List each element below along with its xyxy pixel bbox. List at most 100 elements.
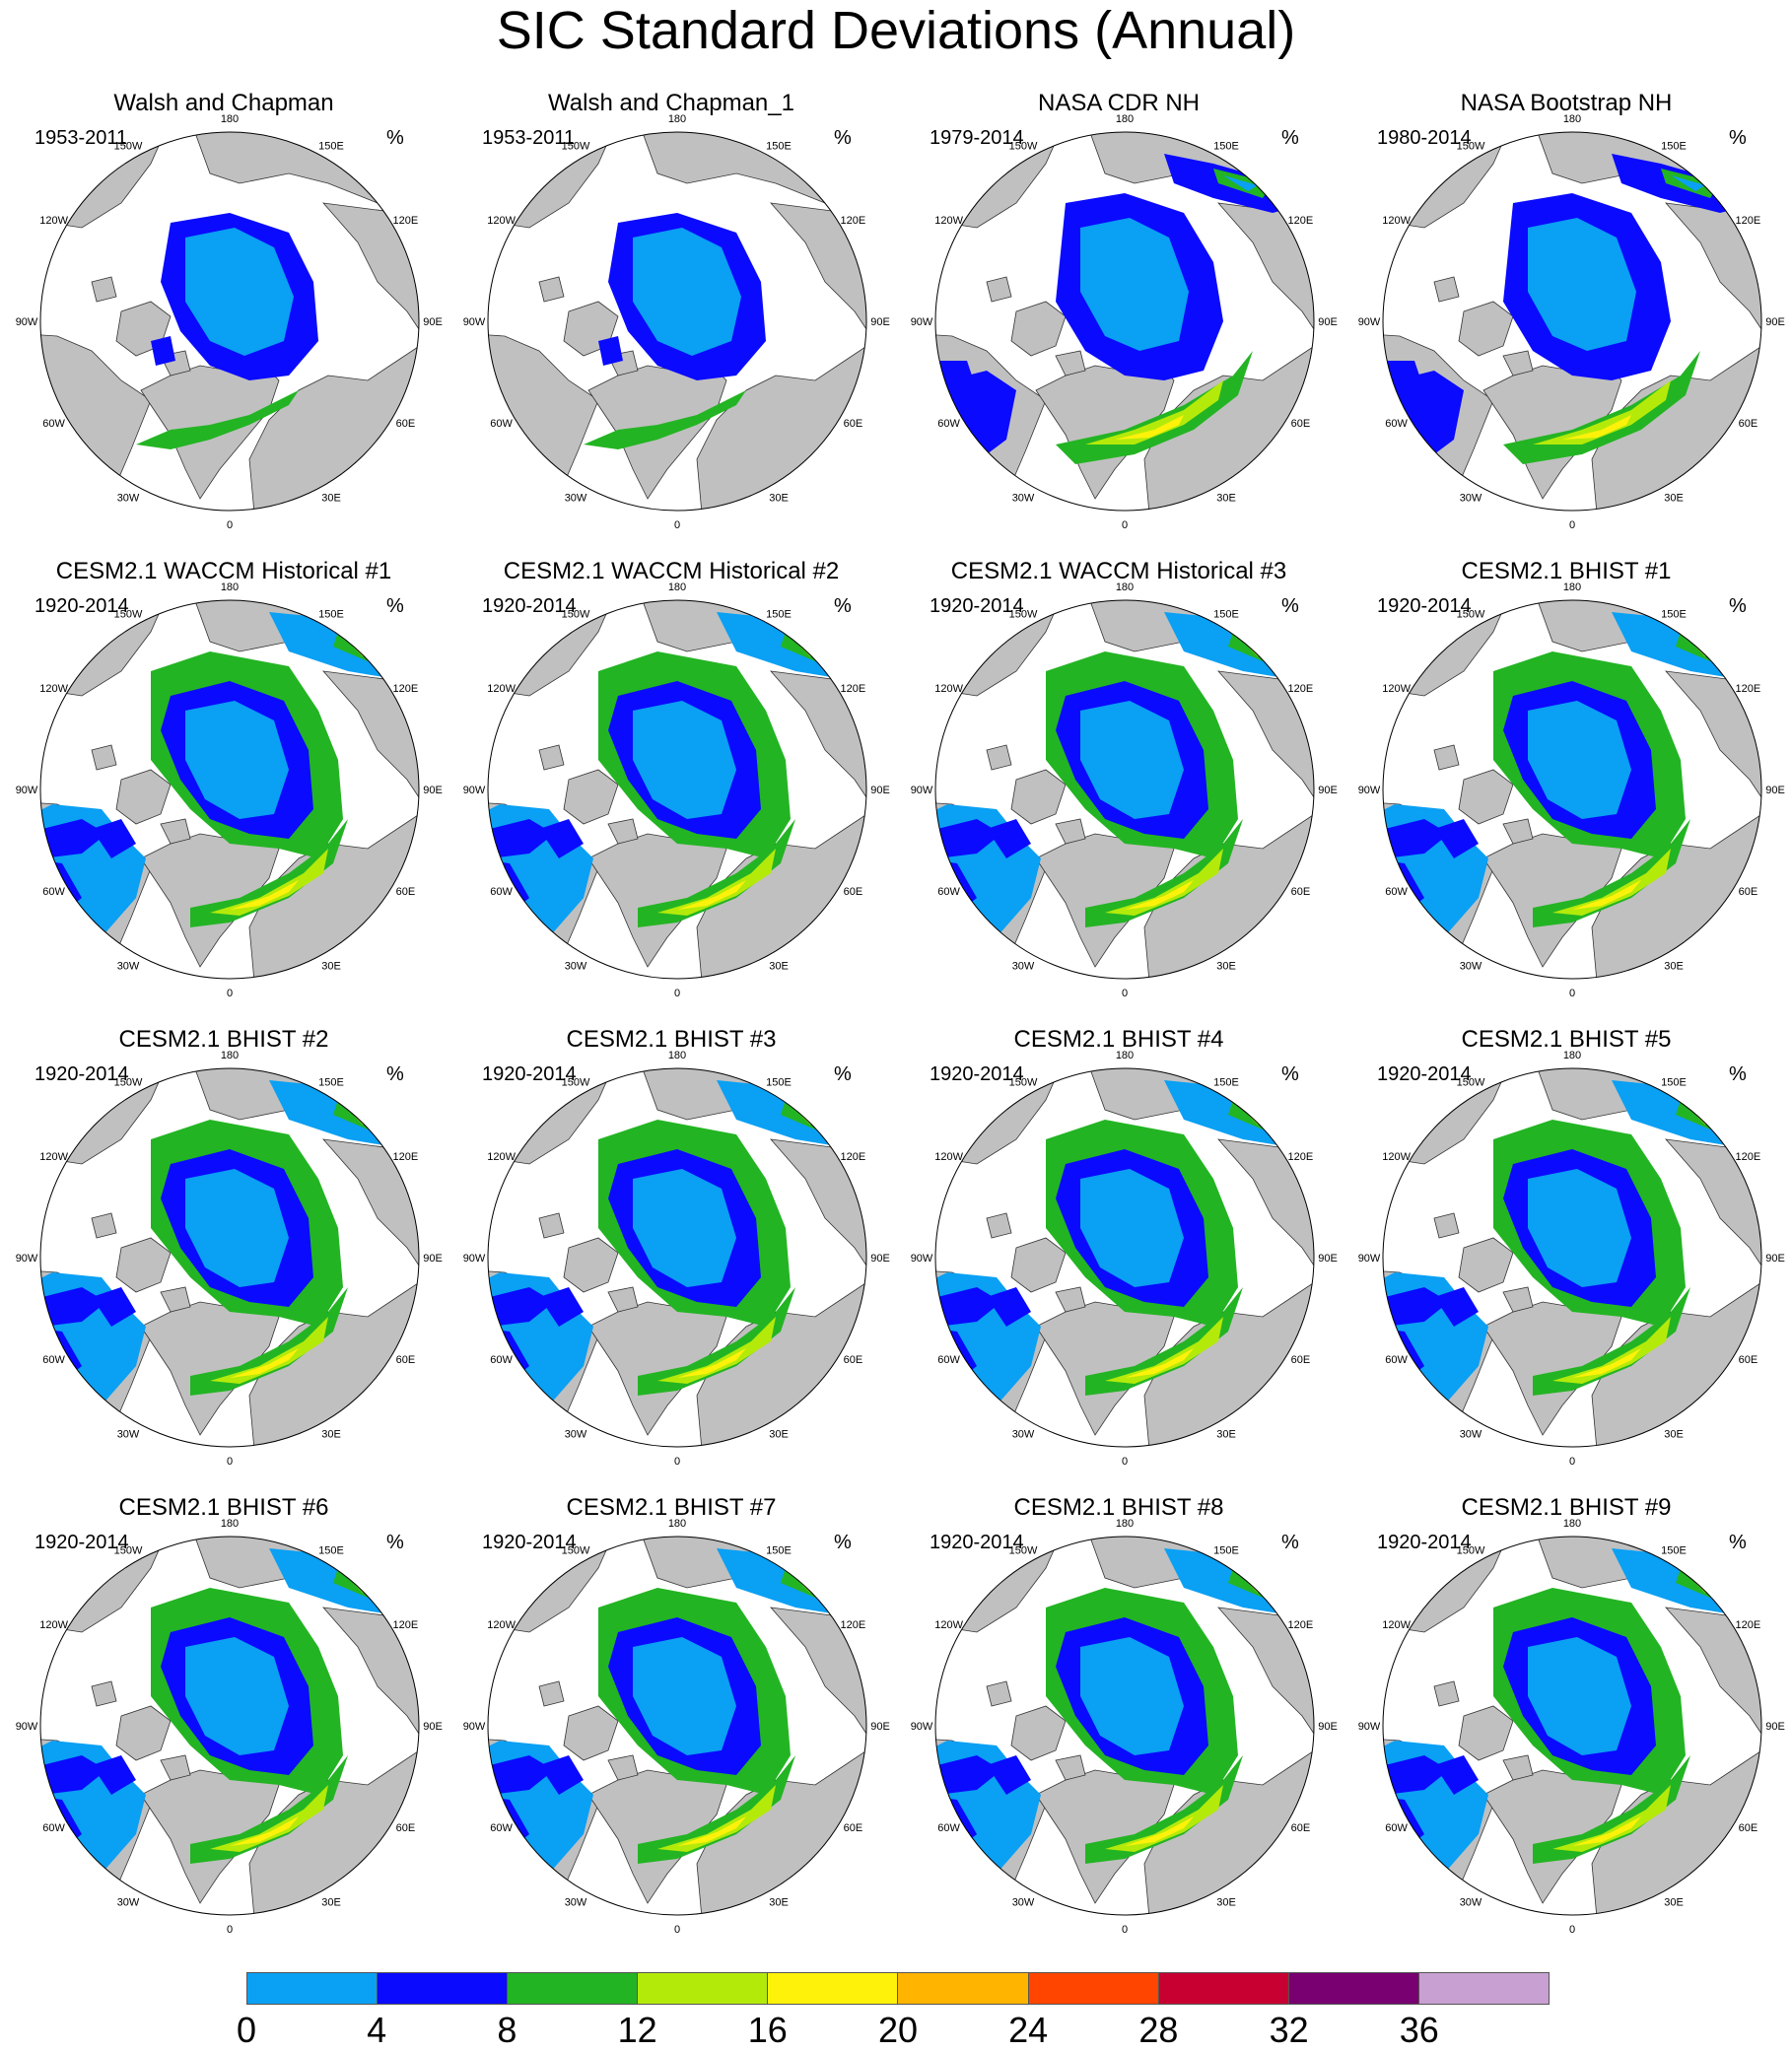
- map-panel: CESM2.1 BHIST #6 1920-2014% 0 30E 60E 90E 120E…: [0, 1493, 448, 1956]
- longitude-label: 150E: [1661, 1077, 1687, 1089]
- longitude-label: 60E: [396, 418, 416, 430]
- longitude-label: 0: [674, 519, 680, 531]
- longitude-label: 120E: [393, 215, 419, 227]
- longitude-label: 60W: [937, 1822, 960, 1834]
- longitude-label: 0: [1122, 988, 1128, 999]
- longitude-label: 180: [221, 1518, 239, 1530]
- map-boundary: [39, 1536, 420, 1916]
- longitude-label: 60W: [42, 1354, 65, 1366]
- longitude-label: 150W: [114, 141, 143, 153]
- longitude-label: 90E: [1318, 1253, 1338, 1265]
- longitude-label: 30W: [1460, 1896, 1482, 1908]
- sea-ice-field: [935, 1080, 1314, 1425]
- map-boundary: [1382, 1067, 1762, 1448]
- longitude-label: 0: [674, 1456, 680, 1468]
- longitude-label: 90E: [1318, 1721, 1338, 1733]
- greenland-land: [1035, 1764, 1175, 1904]
- map-boundary: [487, 1067, 867, 1448]
- map-boundary: [487, 131, 867, 512]
- longitude-label: 120W: [487, 215, 516, 227]
- longitude-label: 120E: [1288, 1619, 1314, 1631]
- longitude-label: 90E: [423, 1721, 443, 1733]
- panel-units: %: [1729, 127, 1747, 149]
- colorbar-tick-label: 12: [617, 2010, 657, 2050]
- panel-period: 1920-2014: [482, 595, 577, 617]
- longitude-label: 180: [221, 1050, 239, 1061]
- longitude-label: 30E: [321, 960, 341, 972]
- longitude-label: 150W: [1457, 1077, 1485, 1089]
- colorbar-box: [1418, 1973, 1549, 2004]
- canadian-archipelago-land: [1433, 1680, 1534, 1781]
- longitude-label: 60E: [1291, 1354, 1311, 1366]
- longitude-label: 30E: [1664, 492, 1684, 504]
- polar-map: 0 30E 60E 90E 120E 150E 180 150W 120W 90W 60W 30W: [1358, 1518, 1785, 1936]
- panel-period: 1920-2014: [1377, 1532, 1472, 1553]
- panel-title: CESM2.1 WACCM Historical #3: [950, 558, 1287, 584]
- longitude-label: 150E: [766, 1077, 792, 1089]
- longitude-label: 120E: [1736, 1151, 1761, 1163]
- longitude-label: 180: [221, 113, 239, 125]
- longitude-label: 60E: [1739, 1822, 1758, 1834]
- longitude-label: 180: [1116, 581, 1134, 593]
- eurasia-land: [248, 202, 419, 511]
- polar-map: 0 30E 60E 90E 120E 150E 180 150W 120W 90W 60W 30W: [16, 581, 443, 999]
- longitude-label: 150E: [318, 1545, 344, 1557]
- longitude-label: 0: [1569, 1924, 1575, 1936]
- longitude-label: 0: [1569, 1456, 1575, 1468]
- longitude-label: 60W: [1385, 418, 1408, 430]
- longitude-label: 150W: [1009, 1545, 1038, 1557]
- longitude-label: 60E: [844, 886, 863, 898]
- longitude-label: 0: [674, 988, 680, 999]
- longitude-label: 150W: [114, 1077, 143, 1089]
- longitude-label: 120E: [1736, 1619, 1761, 1631]
- longitude-label: 120W: [1382, 215, 1411, 227]
- colorbar-box: [247, 1973, 379, 2004]
- canadian-archipelago-land: [538, 1680, 639, 1781]
- panel-units: %: [386, 595, 404, 617]
- longitude-label: 90W: [16, 785, 38, 796]
- eurasia-land: [1143, 202, 1314, 511]
- longitude-label: 150W: [1457, 141, 1485, 153]
- longitude-label: 30E: [321, 492, 341, 504]
- greenland-land: [1035, 360, 1175, 500]
- greenland-land: [140, 1296, 280, 1436]
- longitude-label: 150W: [114, 609, 143, 621]
- polar-map: 0 30E 60E 90E 120E 150E 180 150W 120W 90W 60W 30W: [1358, 113, 1785, 531]
- longitude-label: 60W: [490, 1822, 513, 1834]
- panel-title: CESM2.1 BHIST #6: [118, 1494, 329, 1521]
- longitude-label: 90E: [870, 316, 890, 328]
- longitude-label: 120E: [841, 215, 866, 227]
- longitude-label: 60W: [937, 418, 960, 430]
- longitude-label: 90W: [463, 316, 486, 328]
- greenland-land: [1482, 1764, 1622, 1904]
- longitude-label: 180: [668, 581, 686, 593]
- longitude-label: 90W: [911, 785, 933, 796]
- polar-map: 0 30E 60E 90E 120E 150E 180 150W 120W 90W 60W 30W: [16, 1050, 443, 1468]
- map-panel: CESM2.1 BHIST #9 1920-2014% 0 30E 60E 90E 120E…: [1343, 1493, 1790, 1956]
- greenland-land: [1482, 1296, 1622, 1436]
- greenland-land: [140, 1764, 280, 1904]
- longitude-label: 30E: [1216, 960, 1236, 972]
- panel-units: %: [1281, 127, 1299, 149]
- longitude-label: 150W: [1457, 609, 1485, 621]
- colorbar: [246, 1972, 1550, 2005]
- panel-period: 1920-2014: [34, 595, 129, 617]
- longitude-label: 150E: [1213, 141, 1239, 153]
- canadian-archipelago-land: [91, 1680, 191, 1781]
- longitude-label: 180: [1116, 1518, 1134, 1530]
- map-panel: Walsh and Chapman 1953-2011% 0 30E 60E 90E 120…: [0, 89, 448, 552]
- panel-title: CESM2.1 BHIST #2: [118, 1026, 329, 1053]
- panel-period: 1920-2014: [482, 1063, 577, 1085]
- longitude-label: 180: [668, 1518, 686, 1530]
- longitude-label: 120W: [1382, 683, 1411, 695]
- longitude-label: 120E: [1736, 215, 1761, 227]
- polar-map: 0 30E 60E 90E 120E 150E 180 150W 120W 90W 60W 30W: [463, 581, 890, 999]
- longitude-label: 60W: [42, 418, 65, 430]
- greenland-land: [1035, 828, 1175, 968]
- sea-ice-field: [584, 213, 766, 449]
- longitude-label: 90W: [463, 1253, 486, 1265]
- longitude-label: 150W: [1009, 141, 1038, 153]
- panel-period: 1920-2014: [930, 595, 1024, 617]
- longitude-label: 150W: [562, 1545, 590, 1557]
- longitude-label: 60W: [42, 1822, 65, 1834]
